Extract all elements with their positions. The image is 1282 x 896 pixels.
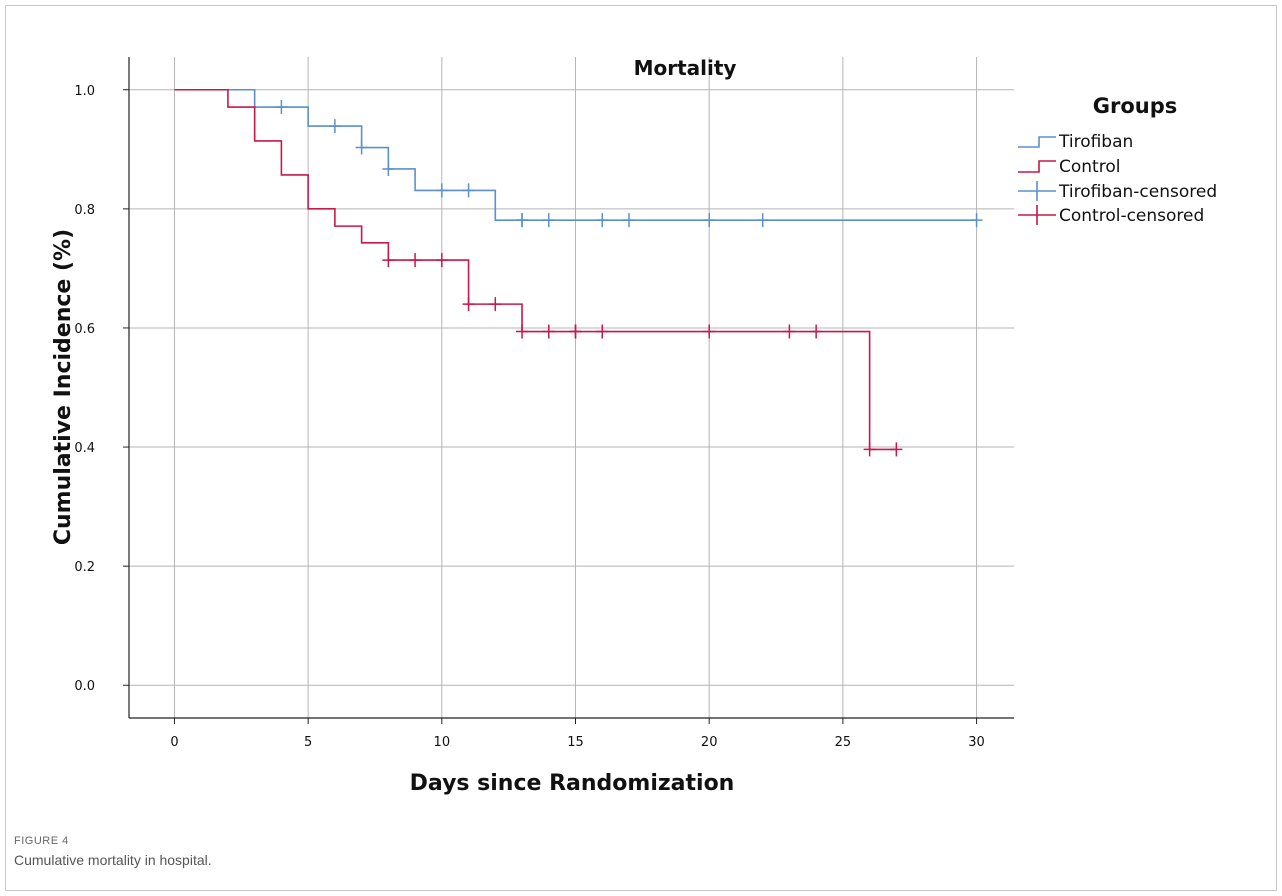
legend-item-control: Control <box>1018 157 1120 177</box>
y-tick-label: 0.4 <box>74 441 95 456</box>
x-tick-label: 30 <box>968 735 985 750</box>
figure-label: FIGURE 4 <box>14 835 69 847</box>
axes <box>128 57 1014 719</box>
censor-mark-tirofiban <box>328 119 341 134</box>
y-tick-label: 0.8 <box>74 203 95 218</box>
censor-mark-tirofiban <box>703 213 716 228</box>
censor-mark-control <box>516 324 529 339</box>
legend-swatch-tirofiban-censored <box>1018 181 1056 201</box>
gridlines <box>129 57 1014 718</box>
censor-mark-control <box>435 253 448 268</box>
censor-mark-control <box>462 297 475 312</box>
chart-title: Mortality <box>634 56 737 80</box>
censor-mark-tirofiban <box>462 183 475 198</box>
figure-caption: Cumulative mortality in hospital. <box>14 852 212 868</box>
censor-mark-tirofiban <box>275 100 288 115</box>
legend-item-tirofiban-censored: Tirofiban-censored <box>1018 181 1217 202</box>
x-tick-label: 15 <box>567 735 584 750</box>
y-axis-title: Cumulative Incidence (%) <box>51 229 76 545</box>
legend-item-tirofiban: Tirofiban <box>1018 132 1133 152</box>
censor-mark-control <box>890 442 903 457</box>
x-tick-label: 0 <box>170 735 178 750</box>
censor-mark-control <box>703 324 716 339</box>
censor-mark-tirofiban <box>542 213 555 228</box>
censor-mark-tirofiban <box>382 161 395 176</box>
y-ticks: 0.0 0.2 0.4 0.6 0.8 1.0 <box>74 84 129 694</box>
censor-mark-control <box>542 324 555 339</box>
legend-swatch-control <box>1018 160 1056 173</box>
figure-frame <box>5 5 1277 891</box>
series-line-control <box>174 88 897 451</box>
censor-mark-control <box>382 253 395 268</box>
censor-mark-tirofiban <box>435 183 448 198</box>
censor-mark-control <box>489 297 502 312</box>
censor-mark-tirofiban <box>596 213 609 228</box>
x-tick-label: 25 <box>835 735 852 750</box>
legend-title: Groups <box>1093 94 1178 118</box>
censor-mark-tirofiban <box>970 213 983 228</box>
series-line-tirofiban <box>174 88 977 221</box>
y-tick-label: 1.0 <box>74 84 95 99</box>
x-tick-label: 5 <box>304 735 312 750</box>
censor-mark-control <box>863 442 876 457</box>
legend-label-tirofiban-censored: Tirofiban-censored <box>1058 182 1217 202</box>
y-tick-label: 0.2 <box>74 560 95 575</box>
y-tick-label: 0.0 <box>74 679 95 694</box>
censor-mark-control <box>810 324 823 339</box>
censor-mark-tirofiban <box>516 213 529 228</box>
censor-mark-control <box>596 324 609 339</box>
x-tick-label: 20 <box>701 735 718 750</box>
censor-mark-tirofiban <box>355 140 368 155</box>
legend-label-control-censored: Control-censored <box>1059 206 1204 226</box>
series-lines <box>174 88 977 451</box>
x-axis-title: Days since Randomization <box>410 771 735 796</box>
censor-mark-tirofiban <box>756 213 769 228</box>
censor-mark-tirofiban <box>622 213 635 228</box>
censor-mark-control <box>569 324 582 339</box>
legend: Groups Tirofiban Control Tirofiban-censo… <box>1018 94 1217 226</box>
legend-label-control: Control <box>1059 157 1120 177</box>
x-tick-label: 10 <box>434 735 451 750</box>
legend-swatch-control-censored <box>1018 205 1056 225</box>
censor-marks <box>275 100 983 457</box>
x-ticks: 0 5 10 15 20 25 30 <box>170 718 985 750</box>
legend-swatch-tirofiban <box>1018 136 1056 148</box>
legend-label-tirofiban: Tirofiban <box>1058 132 1133 152</box>
censor-mark-control <box>783 324 796 339</box>
legend-item-control-censored: Control-censored <box>1018 205 1204 226</box>
censor-mark-control <box>409 253 422 268</box>
y-tick-label: 0.6 <box>74 322 95 337</box>
